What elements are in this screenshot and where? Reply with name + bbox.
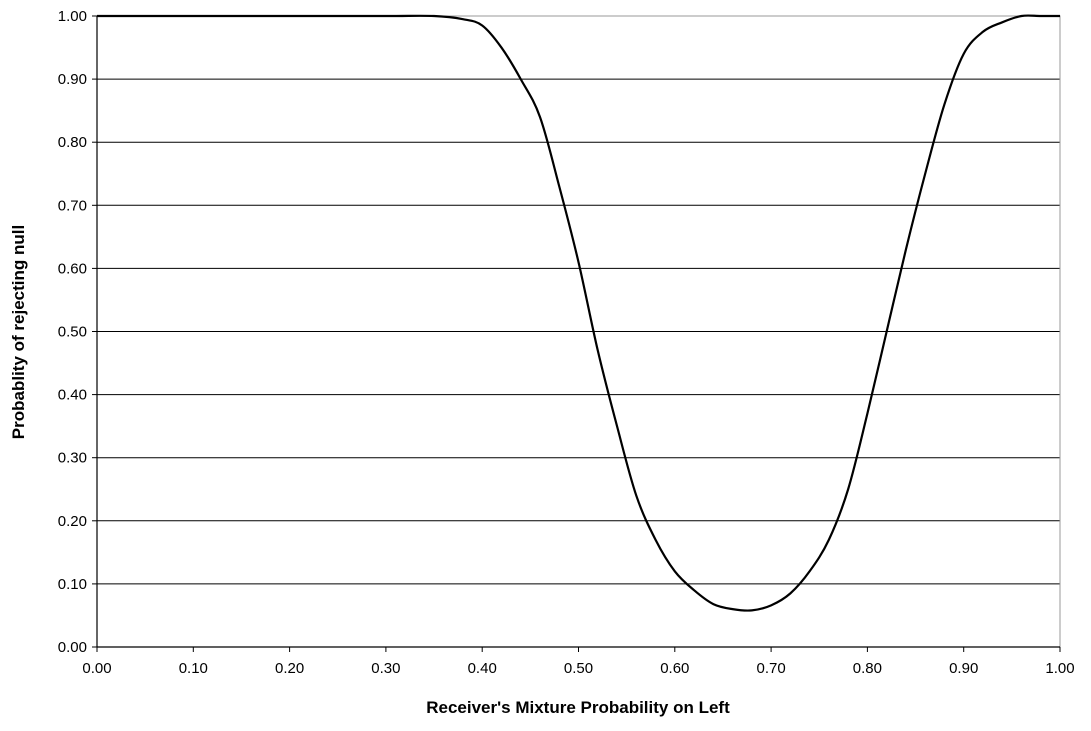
x-tick-label: 0.80 <box>853 660 882 677</box>
y-tick-label: 0.70 <box>58 197 87 214</box>
x-tick-label: 0.10 <box>179 660 208 677</box>
y-tick-label: 0.60 <box>58 260 87 277</box>
gridlines <box>97 15 1060 585</box>
x-tick-label: 0.50 <box>564 660 593 677</box>
x-tick-label: 0.70 <box>756 660 785 677</box>
y-tick-label: 1.00 <box>58 8 87 25</box>
y-tick-label: 0.20 <box>58 513 87 530</box>
x-tick-label: 0.40 <box>468 660 497 677</box>
y-tick-label: 0.50 <box>58 324 87 341</box>
y-tick-label: 0.90 <box>58 71 87 88</box>
x-tick-label: 0.20 <box>275 660 304 677</box>
y-tick-label: 0.30 <box>58 450 87 467</box>
y-tick-label: 0.40 <box>58 387 87 404</box>
y-tick-label: 0.80 <box>58 134 87 151</box>
x-tick-label: 0.90 <box>949 660 978 677</box>
series-layer <box>96 14 1060 612</box>
y-axis-ticks: 0.00 0.10 0.20 0.30 0.40 0.50 0.60 0.70 0.80 0.90… <box>58 8 97 656</box>
y-axis-title: Probablity of rejecting null <box>9 225 28 439</box>
x-axis-ticks: 0.00 0.10 0.20 0.30 0.40 0.50 0.60 0.70 0.80 0.90… <box>82 647 1075 677</box>
x-tick-label: 0.00 <box>82 660 111 677</box>
x-tick-label: 0.60 <box>660 660 689 677</box>
x-axis-title: Receiver's Mixture Probability on Left <box>426 698 730 717</box>
y-tick-label: 0.10 <box>58 576 87 593</box>
x-tick-label: 1.00 <box>1045 660 1074 677</box>
x-tick-label: 0.30 <box>371 660 400 677</box>
y-tick-label: 0.00 <box>58 639 87 656</box>
series-line <box>96 14 1060 612</box>
